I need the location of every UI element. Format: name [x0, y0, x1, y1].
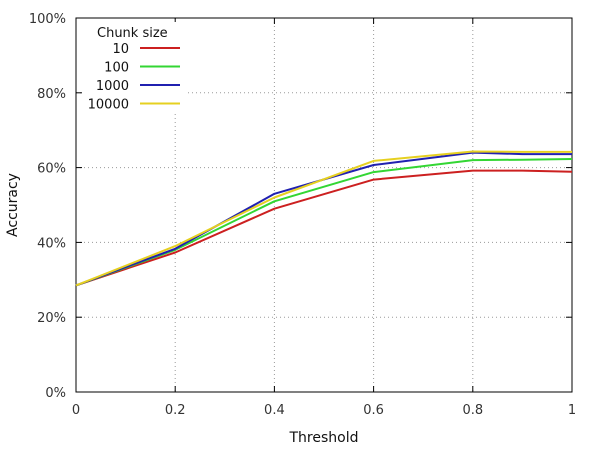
x-tick-label: 0.4 [264, 403, 285, 418]
legend-title: Chunk size [97, 26, 168, 41]
x-axis-title: Threshold [289, 430, 359, 446]
x-tick-label: 0.8 [462, 403, 483, 418]
legend-label: 10 [112, 42, 129, 57]
x-tick-label: 0.2 [165, 403, 186, 418]
legend: Chunk size 10 100 1000 10000 [84, 22, 188, 114]
y-tick-label: 20% [37, 311, 66, 326]
series-lines [75, 150, 573, 287]
y-tick-label: 100% [29, 12, 66, 27]
y-tick-label: 60% [37, 162, 66, 177]
x-axis: 0 0.2 0.4 0.6 0.8 1 [72, 18, 576, 418]
series-line-10000 [75, 150, 572, 287]
x-tick-label: 1 [568, 403, 576, 418]
grid [76, 18, 572, 392]
y-tick-label: 80% [37, 87, 66, 102]
x-tick-label: 0 [72, 403, 80, 418]
y-tick-label: 40% [37, 236, 66, 251]
y-axis: 0% 20% 40% 60% 80% 100% [29, 12, 572, 401]
y-tick-label: 0% [45, 386, 66, 401]
legend-label: 100 [104, 61, 129, 76]
y-axis-title: Accuracy [5, 173, 21, 237]
x-tick-label: 0.6 [363, 403, 384, 418]
series-line-1000 [75, 151, 572, 287]
legend-label: 10000 [88, 98, 129, 113]
series-line-10 [75, 169, 573, 287]
legend-label: 1000 [96, 79, 129, 94]
legend-background [84, 22, 188, 114]
plot-frame [75, 17, 573, 393]
series-line-100 [75, 158, 573, 287]
